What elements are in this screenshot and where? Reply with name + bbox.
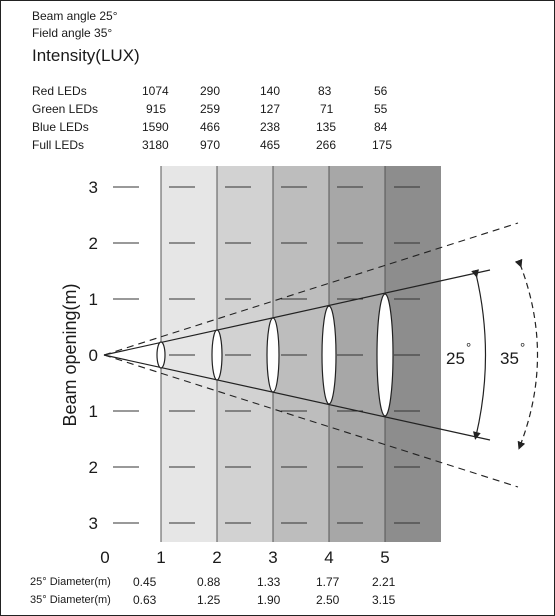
intensity-cell: 127 (260, 102, 281, 116)
intensity-cell: 290 (200, 84, 221, 98)
x-tick-label: 0 (100, 548, 109, 567)
y-tick-label: 3 (89, 514, 98, 533)
x-tick-label: 3 (268, 548, 277, 567)
diameter-cell: 2.50 (316, 593, 340, 607)
y-tick-label: 2 (89, 458, 98, 477)
y-tick-label: 2 (89, 234, 98, 253)
intensity-cell: 3180 (142, 138, 169, 152)
beam-angle-lines (103, 269, 491, 441)
field-angle-value: 35 (500, 349, 519, 368)
diameter-row-label: 25° Diameter(m) (30, 576, 111, 588)
field-angle-lines (103, 222, 519, 488)
intensity-title: Intensity(LUX) (32, 46, 140, 65)
diameter-cell: 1.77 (316, 575, 340, 589)
intensity-cell: 970 (200, 138, 221, 152)
height-tick-dashes (113, 186, 420, 524)
distance-band (273, 166, 329, 542)
diameter-cell: 1.90 (257, 593, 281, 607)
intensity-row-label: Full LEDs (32, 138, 85, 152)
field-angle-label: Field angle 35° (32, 26, 113, 40)
field-degree-symbol: ° (520, 340, 525, 355)
beam-angle-arc (471, 269, 487, 440)
distance-band (161, 166, 217, 542)
beam-degree-symbol: ° (466, 340, 471, 355)
intensity-cell: 84 (374, 120, 388, 134)
distance-band (105, 166, 161, 542)
intensity-row-label: Blue LEDs (32, 120, 89, 134)
intensity-cell: 259 (200, 102, 221, 116)
intensity-cell: 55 (374, 102, 388, 116)
diameter-cell: 0.45 (133, 575, 157, 589)
intensity-cell: 83 (318, 84, 332, 98)
field-angle-arc (514, 258, 539, 450)
intensity-row-label: Red LEDs (32, 84, 87, 98)
beam-angle-value: 25 (446, 349, 465, 368)
x-tick-label: 4 (324, 548, 333, 567)
y-tick-label: 0 (89, 346, 98, 365)
diameter-row-label: 35° Diameter(m) (30, 594, 111, 606)
distance-band (217, 166, 273, 542)
intensity-cell: 71 (320, 102, 334, 116)
x-tick-label: 2 (212, 548, 221, 567)
beam-cross-sections (156, 293, 394, 417)
intensity-row-label: Green LEDs (32, 102, 99, 116)
beam-ellipse (321, 305, 337, 405)
intensity-cell: 1590 (142, 120, 169, 134)
intensity-cell: 465 (260, 138, 281, 152)
y-tick-label: 1 (89, 290, 98, 309)
intensity-cell: 135 (316, 120, 337, 134)
intensity-cell: 238 (260, 120, 281, 134)
intensity-cell: 56 (374, 84, 388, 98)
intensity-cell: 266 (316, 138, 337, 152)
diameter-cell: 0.88 (197, 575, 221, 589)
diameter-cell: 1.33 (257, 575, 281, 589)
diameter-cell: 2.21 (372, 575, 396, 589)
x-tick-label: 1 (156, 548, 165, 567)
y-tick-label: 1 (89, 402, 98, 421)
beam-angle-label: Beam angle 25° (32, 9, 118, 23)
intensity-cell: 466 (200, 120, 221, 134)
beam-ellipse (266, 317, 280, 393)
x-tick-label: 5 (380, 548, 389, 567)
y-tick-label: 3 (89, 178, 98, 197)
distance-band (329, 166, 385, 542)
beam-ellipse (211, 329, 223, 381)
diameter-cell: 3.15 (372, 593, 396, 607)
beam-ellipse (156, 341, 166, 369)
intensity-cell: 175 (372, 138, 393, 152)
diameter-cell: 0.63 (133, 593, 157, 607)
intensity-cell: 1074 (142, 84, 169, 98)
distance-band (385, 166, 441, 542)
intensity-cell: 140 (260, 84, 281, 98)
intensity-cell: 915 (146, 102, 167, 116)
beam-ellipse (376, 293, 394, 417)
y-axis-label: Beam opening(m) (60, 283, 80, 426)
diameter-cell: 1.25 (197, 593, 221, 607)
